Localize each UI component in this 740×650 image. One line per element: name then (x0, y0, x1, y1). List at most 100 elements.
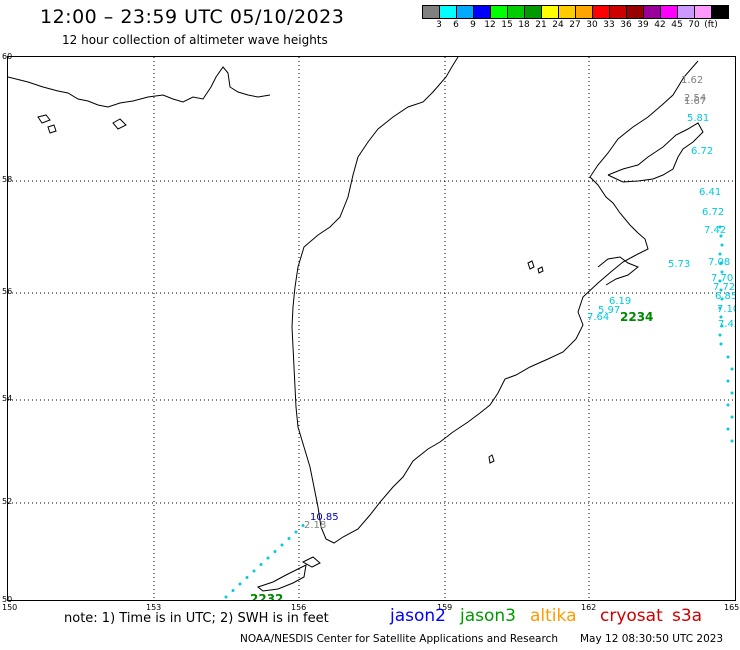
scale-swatch (490, 5, 508, 19)
scale-swatch (643, 5, 661, 19)
scale-swatch (711, 5, 729, 19)
track-point (718, 279, 722, 283)
track-point (280, 543, 284, 547)
scale-label: 9 (470, 20, 476, 30)
lat-label-58: 58 (2, 175, 13, 184)
wave-label: 7.42 (704, 225, 726, 236)
scale-label: 27 (569, 20, 581, 30)
track-point (726, 379, 730, 383)
scale-swatch (439, 5, 457, 19)
track-point (718, 333, 722, 337)
track-point (720, 297, 724, 301)
wave-label: 2.54 (684, 93, 706, 104)
track-point (719, 288, 723, 292)
wave-label: 5.73 (668, 259, 690, 270)
scale-swatch (558, 5, 576, 19)
scale-label: 39 (637, 20, 649, 30)
lat-label-50: 50 (2, 595, 13, 604)
wave-label: 6.72 (691, 146, 713, 157)
track-point (224, 595, 228, 599)
track-point (252, 569, 256, 573)
track-point (726, 427, 730, 431)
scale-label: 33 (603, 20, 615, 30)
grid-lines (8, 57, 735, 600)
scale-label: 18 (518, 20, 530, 30)
scale-swatch (609, 5, 627, 19)
coastline (8, 57, 704, 592)
scale-swatch (626, 5, 644, 19)
track-point (287, 537, 291, 540)
satellite-track-dots (224, 225, 734, 599)
map-canvas: 1.62 2.54 1.67 5.81 6.72 6.41 6.72 7.42 … (8, 57, 736, 601)
scale-label: 15 (501, 20, 513, 30)
track-point (266, 556, 270, 560)
track-point (718, 225, 722, 229)
wave-height-labels: 1.62 2.54 1.67 5.81 6.72 6.41 6.72 7.42 … (250, 75, 736, 601)
track-point (726, 403, 730, 407)
lat-label-54: 54 (2, 394, 13, 403)
track-point (259, 563, 263, 566)
lat-label-60: 60 (2, 52, 13, 61)
track-point (245, 576, 249, 579)
wave-label: 6.85 (715, 291, 736, 302)
lon-label-159: 159 (437, 603, 453, 612)
track-point (231, 589, 235, 592)
wave-label: 6.72 (702, 207, 724, 218)
scale-swatch (677, 5, 695, 19)
scale-swatch (592, 5, 610, 19)
track-point (718, 252, 722, 256)
wave-label: 6.19 (609, 296, 631, 307)
map-frame[interactable]: 1.62 2.54 1.67 5.81 6.72 6.41 6.72 7.42 … (7, 56, 736, 601)
scale-label: (ft) (704, 20, 718, 30)
track-point (718, 306, 722, 310)
wave-label: 7.64 (587, 312, 609, 323)
scale-swatch (660, 5, 678, 19)
wave-label: 7.72 (713, 282, 735, 293)
page-subtitle: 12 hour collection of altimeter wave hei… (62, 33, 328, 47)
scale-swatch (541, 5, 559, 19)
track-point (730, 439, 734, 443)
scale-label: 30 (586, 20, 598, 30)
track-point (730, 391, 734, 395)
wave-label: 1.62 (681, 75, 703, 86)
scale-swatch (524, 5, 542, 19)
track-point (719, 234, 723, 238)
lon-label-150: 150 (2, 603, 18, 612)
track-point (719, 342, 723, 346)
scale-label: 3 (436, 20, 442, 30)
lat-label-56: 56 (2, 287, 13, 296)
scale-label: 21 (535, 20, 547, 30)
scale-swatch (575, 5, 593, 19)
track-point (720, 243, 724, 247)
scale-label: 45 (671, 20, 683, 30)
scale-label: 36 (620, 20, 632, 30)
wave-label: 2232 (250, 592, 283, 601)
lon-label-156: 156 (291, 603, 307, 612)
track-point (301, 524, 305, 527)
track-point (730, 367, 734, 371)
wave-label: 7.10 (717, 304, 736, 315)
lon-label-162: 162 (581, 603, 597, 612)
scale-label: 42 (654, 20, 666, 30)
track-point (294, 530, 298, 534)
track-point (726, 355, 730, 359)
legend-altika: altika (530, 606, 577, 626)
track-point (238, 582, 242, 586)
scale-swatch (507, 5, 525, 19)
scale-swatch (422, 5, 440, 19)
wave-label: 1.67 (684, 96, 706, 107)
legend-jason2: jason2 (390, 606, 446, 626)
timestamp: May 12 08:30:50 UTC 2023 (580, 633, 724, 645)
footer-note: note: 1) Time is in UTC; 2) SWH is in fe… (64, 611, 329, 626)
color-scale-bar (422, 5, 729, 19)
wave-label: 7.08 (708, 257, 730, 268)
lon-label-153: 153 (146, 603, 162, 612)
track-point (719, 315, 723, 319)
scale-label: 70 (688, 20, 700, 30)
legend-jason3: jason3 (460, 606, 516, 626)
track-point (730, 415, 734, 419)
lat-label-52: 52 (2, 497, 13, 506)
wave-label: 6.41 (699, 187, 721, 198)
wave-label: 5.97 (598, 305, 620, 316)
lon-label-165: 165 (724, 603, 740, 612)
